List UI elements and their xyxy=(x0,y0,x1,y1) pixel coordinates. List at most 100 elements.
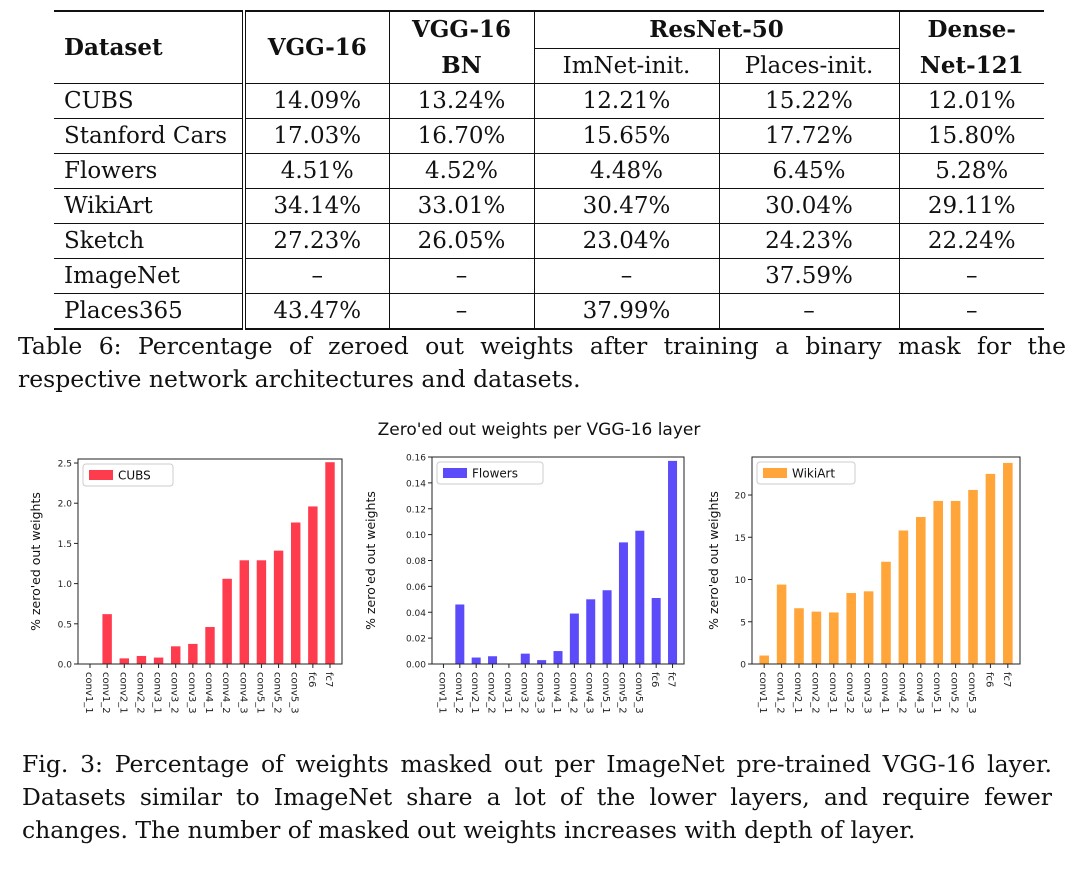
bar-conv2_1 xyxy=(471,657,481,664)
cell-densenet121: 22.24% xyxy=(899,223,1044,259)
legend-box xyxy=(82,463,174,487)
header-vgg16: VGG-16 xyxy=(244,10,390,84)
cell-vgg16: 14.09% xyxy=(244,83,390,119)
cell-resnet50-imnet: 12.21% xyxy=(534,83,720,119)
y-tick-label: 1.0 xyxy=(58,580,73,590)
cell-resnet50-imnet: 30.47% xyxy=(534,188,720,224)
x-tick-label: conv1_1 xyxy=(436,672,447,714)
y-tick-label: 20 xyxy=(735,492,747,502)
bar-fc6 xyxy=(308,506,318,664)
bar-conv2_1 xyxy=(119,658,129,664)
cell-densenet121: 29.11% xyxy=(899,188,1044,224)
y-tick-label: 2.5 xyxy=(58,460,72,470)
table-row: Places365 43.47% –37.99% – – xyxy=(54,293,1044,330)
chart-wikiart: 0 5 10 15 20 conv1_1 conv1_2 conv2_1 conv2_2 conv… xyxy=(706,456,1021,714)
table-caption: Table 6: Percentage of zeroed out weight… xyxy=(18,332,1066,393)
table-body: CUBS 14.09% 13.24% 12.21% 15.22% 12.01% Stanfo… xyxy=(54,83,1044,330)
table-row: Sketch 27.23% 26.05% 23.04% 24.23% 22.24% xyxy=(54,223,1044,259)
x-tick-label: conv1_2 xyxy=(775,672,786,714)
bar-conv3_3 xyxy=(863,591,874,664)
y-tick-label: 0.02 xyxy=(406,635,426,645)
bar-fc7 xyxy=(1003,462,1013,664)
x-tick-label: fc7 xyxy=(666,672,677,687)
figure-caption: Fig. 3: Percentage of weights masked out… xyxy=(22,750,1052,844)
x-tick-label: conv3_3 xyxy=(535,672,546,714)
bar-conv4_3 xyxy=(239,560,249,664)
plot-frame xyxy=(751,456,1021,665)
bar-conv1_1 xyxy=(759,655,769,664)
legend-swatch xyxy=(89,470,113,480)
y-tick-label: 0.12 xyxy=(406,505,426,515)
bar-conv3_2 xyxy=(171,646,181,664)
y-tick-label: 0.16 xyxy=(406,454,426,464)
x-tick-label: fc6 xyxy=(983,672,994,687)
cell-resnet50-imnet: 37.99% xyxy=(534,293,720,330)
cell-resnet50-places: – xyxy=(719,293,900,330)
cell-dataset: WikiArt xyxy=(54,188,246,224)
cell-dataset: Stanford Cars xyxy=(54,118,246,154)
x-tick-label: conv3_2 xyxy=(518,672,529,714)
bar-fc7 xyxy=(325,462,335,664)
bar-conv5_2 xyxy=(618,542,628,664)
bar-conv2_2 xyxy=(136,655,147,664)
x-tick-label: conv4_3 xyxy=(584,672,595,714)
bar-conv4_2 xyxy=(898,530,909,664)
bar-conv4_2 xyxy=(222,578,232,664)
bar-conv2_2 xyxy=(811,611,822,664)
y-axis-label: % zero'ed out weights xyxy=(28,492,43,631)
x-tick-label: conv4_1 xyxy=(203,672,214,714)
bar-conv4_3 xyxy=(916,516,926,664)
x-tick-label: conv2_1 xyxy=(469,672,480,714)
x-tick-label: conv4_2 xyxy=(220,672,231,714)
header-vgg16bn-line2: BN xyxy=(389,48,535,84)
cell-vgg16bn: 16.70% xyxy=(389,118,535,154)
x-tick-label: conv4_1 xyxy=(879,672,890,714)
x-tick-label: conv5_2 xyxy=(272,672,283,714)
cell-densenet121: 5.28% xyxy=(899,153,1044,189)
cell-vgg16: 4.51% xyxy=(244,153,390,189)
x-tick-label: conv3_2 xyxy=(169,672,180,714)
cell-densenet121: – xyxy=(899,293,1044,330)
plot-frame xyxy=(77,458,343,665)
bar-conv5_1 xyxy=(602,590,612,664)
cell-densenet121: 12.01% xyxy=(899,83,1044,119)
cell-resnet50-places: 6.45% xyxy=(719,153,900,189)
x-tick-label: conv1_2 xyxy=(453,672,464,714)
x-tick-label: conv4_1 xyxy=(551,672,562,714)
table-row: Stanford Cars 17.03% 16.70% 15.65% 17.72% 15.… xyxy=(54,118,1044,154)
y-tick-label: 10 xyxy=(735,576,747,586)
x-tick-label: conv3_1 xyxy=(502,672,513,714)
bar-conv4_3 xyxy=(586,599,596,664)
legend-swatch xyxy=(443,468,467,478)
bar-conv3_3 xyxy=(537,660,547,664)
header-resnet50: ResNet-50 xyxy=(534,10,900,49)
cell-resnet50-imnet: 15.65% xyxy=(534,118,720,154)
header-imnet-init: ImNet-init. xyxy=(534,48,720,84)
table-row: WikiArt 34.14% 33.01% 30.47% 30.04% 29.11% xyxy=(54,188,1044,224)
plot-frame xyxy=(431,456,685,665)
x-tick-label: conv5_3 xyxy=(633,672,644,714)
x-tick-label: conv4_3 xyxy=(914,672,925,714)
x-tick-label: conv3_3 xyxy=(862,672,873,714)
bar-conv1_2 xyxy=(102,614,112,664)
x-tick-label: conv5_1 xyxy=(600,672,611,714)
y-tick-label: 1.5 xyxy=(58,540,72,550)
cell-vgg16bn: – xyxy=(389,293,535,330)
bar-conv1_2 xyxy=(776,584,787,664)
cell-dataset: Flowers xyxy=(54,153,246,189)
bar-fc6 xyxy=(651,598,661,664)
bar-conv5_3 xyxy=(291,522,301,664)
header-densenet-line2: Net-121 xyxy=(919,51,1024,79)
header-densenet-line1: Dense- xyxy=(899,10,1044,49)
cell-resnet50-imnet: 23.04% xyxy=(534,223,720,259)
x-tick-label: fc7 xyxy=(323,672,334,687)
figure-title: Zero'ed out weights per VGG-16 layer xyxy=(377,420,701,440)
x-tick-label: conv3_3 xyxy=(186,672,197,714)
y-tick-label: 0.04 xyxy=(406,609,426,619)
y-tick-label: 0.14 xyxy=(406,479,426,489)
results-table: Dataset VGG-16 VGG-16 ResNet-50 Dense- B… xyxy=(54,10,1044,330)
bar-conv3_3 xyxy=(188,643,198,664)
table-row: ImageNet – – –37.59% – xyxy=(54,258,1044,294)
cell-densenet121: 15.80% xyxy=(899,118,1044,154)
table-row: CUBS 14.09% 13.24% 12.21% 15.22% 12.01% xyxy=(54,83,1044,119)
